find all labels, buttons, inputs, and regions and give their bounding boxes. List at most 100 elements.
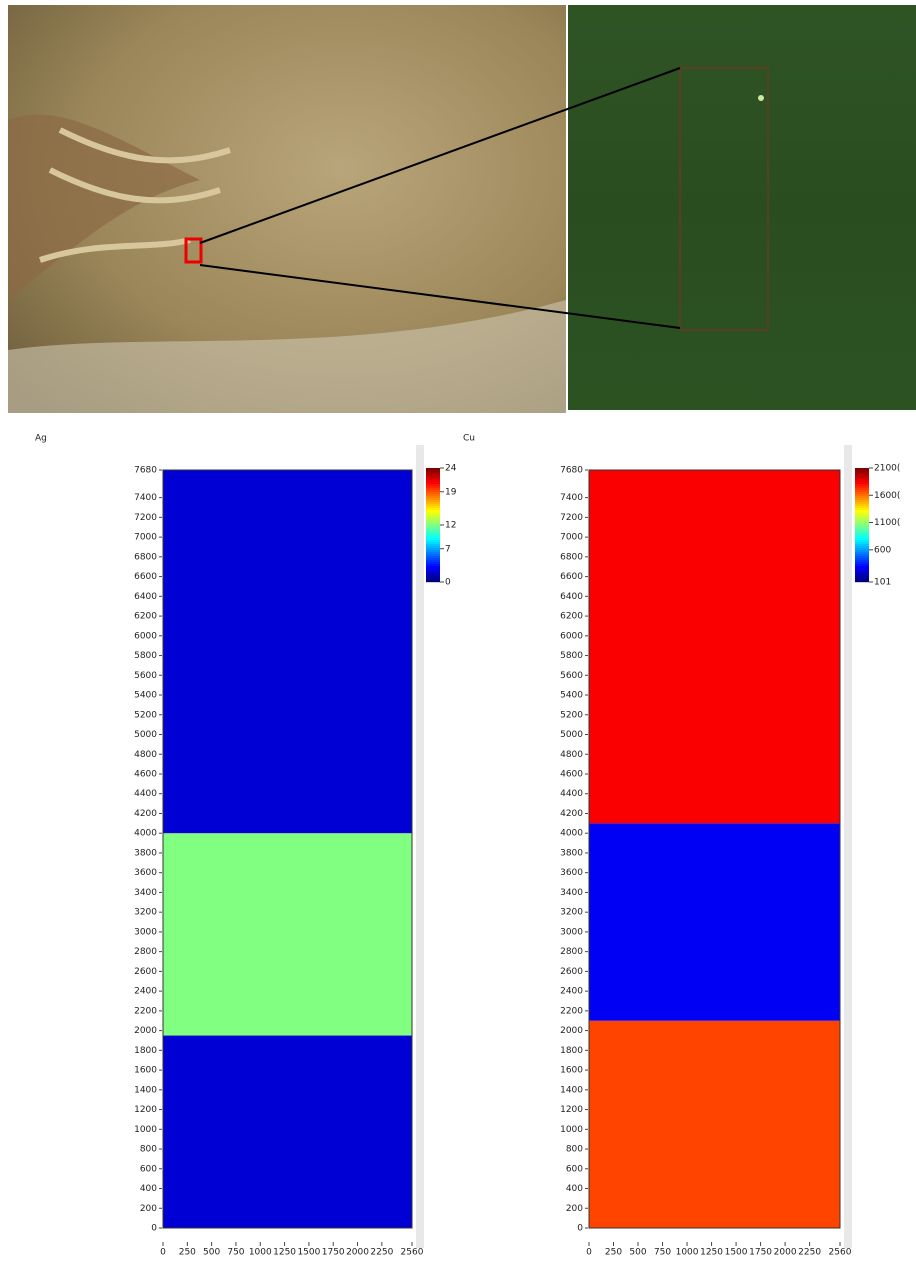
y-tick-label: 5800 — [134, 651, 157, 661]
y-tick-label: 2600 — [560, 967, 583, 977]
colorbar-step — [855, 522, 869, 525]
y-tick-label: 2600 — [134, 967, 157, 977]
colorbar-step — [855, 508, 869, 511]
y-tick-label: 800 — [566, 1145, 583, 1155]
x-tick-label: 250 — [179, 1248, 196, 1258]
colorbar-step — [855, 512, 869, 515]
colorbar-step — [426, 544, 440, 547]
y-tick-label: 1000 — [134, 1125, 157, 1135]
colorbar-label: 24 — [445, 464, 457, 474]
y-tick-label: 400 — [566, 1184, 583, 1194]
colorbar-step — [426, 486, 440, 489]
colorbar-step — [855, 470, 869, 473]
y-tick-label: 400 — [140, 1184, 157, 1194]
colorbar-step — [426, 488, 440, 491]
colorbar-step — [426, 534, 440, 537]
colorbar-step — [855, 476, 869, 479]
x-tick-label: 2560 — [829, 1248, 852, 1258]
colorbar-step — [426, 536, 440, 539]
y-tick-label: 800 — [140, 1145, 157, 1155]
x-tick-label: 750 — [227, 1248, 244, 1258]
zoom-line — [199, 67, 681, 244]
colorbar-step — [855, 546, 869, 549]
colorbar-step — [855, 552, 869, 555]
colorbar-step — [855, 518, 869, 521]
colorbar-step — [426, 470, 440, 473]
colorbar-step — [426, 558, 440, 561]
y-tick-label: 4000 — [560, 829, 583, 839]
colorbar-step — [426, 472, 440, 475]
colorbar-step — [855, 568, 869, 571]
colorbar-step — [426, 580, 440, 583]
colorbar-label: 1600( — [874, 491, 900, 501]
colorbar-step — [426, 546, 440, 549]
colorbar-step — [855, 566, 869, 569]
colorbar-step — [855, 520, 869, 523]
colorbar-step — [855, 564, 869, 567]
colorbar-step — [426, 560, 440, 563]
x-tick-label: 1000 — [249, 1248, 272, 1258]
heat-band — [163, 470, 412, 834]
x-tick-label: 750 — [654, 1248, 671, 1258]
colorbar-label: 7 — [445, 544, 451, 554]
colorbar-step — [855, 572, 869, 575]
y-tick-label: 5200 — [560, 710, 583, 720]
heat-band — [163, 1035, 412, 1228]
colorbar-step — [426, 574, 440, 577]
y-tick-label: 7400 — [560, 493, 583, 503]
colorbar-step — [855, 542, 869, 545]
x-tick-label: 1750 — [322, 1248, 345, 1258]
colorbar-step — [855, 492, 869, 495]
y-tick-label: 6800 — [560, 552, 583, 562]
colorbar-step — [855, 500, 869, 503]
colorbar-step — [426, 532, 440, 535]
y-tick-label: 1400 — [134, 1085, 157, 1095]
colorbar-step — [426, 490, 440, 493]
colorbar-step — [855, 528, 869, 531]
y-tick-label: 6200 — [134, 612, 157, 622]
y-tick-label: 5000 — [560, 730, 583, 740]
colorbar-step — [426, 554, 440, 557]
y-tick-label: 6000 — [560, 631, 583, 641]
y-tick-label: 1000 — [560, 1125, 583, 1135]
y-tick-label: 5600 — [560, 671, 583, 681]
colorbar-step — [855, 578, 869, 581]
colorbar-step — [426, 572, 440, 575]
x-tick-label: 0 — [586, 1248, 592, 1258]
y-tick-label: 6600 — [134, 572, 157, 582]
y-tick-label: 1400 — [560, 1085, 583, 1095]
y-tick-label: 3400 — [134, 888, 157, 898]
x-tick-label: 1750 — [749, 1248, 772, 1258]
y-tick-label: 0 — [151, 1224, 157, 1234]
colorbar-step — [855, 524, 869, 527]
colorbar-step — [855, 576, 869, 579]
y-tick-label: 3000 — [560, 927, 583, 937]
y-tick-label: 4400 — [134, 789, 157, 799]
colorbar-step — [426, 524, 440, 527]
colorbar-step — [426, 478, 440, 481]
y-tick-label: 2000 — [134, 1026, 157, 1036]
colorbar-step — [426, 540, 440, 543]
colorbar-label: 0 — [445, 578, 451, 588]
y-tick-label: 4400 — [560, 789, 583, 799]
colorbar-step — [855, 472, 869, 475]
colorbar-step — [426, 514, 440, 517]
colorbar-step — [426, 548, 440, 551]
y-tick-label: 2400 — [560, 987, 583, 997]
heat-band — [163, 833, 412, 1036]
colorbar-step — [426, 570, 440, 573]
colorbar-step — [426, 522, 440, 525]
map-title: Cu — [463, 434, 475, 444]
scroll-edge — [416, 445, 424, 1248]
x-tick-label: 500 — [629, 1248, 646, 1258]
colorbar-step — [426, 502, 440, 505]
y-tick-label: 0 — [577, 1224, 583, 1234]
y-tick-label: 2200 — [134, 1006, 157, 1016]
colorbar-step — [855, 498, 869, 501]
colorbar-step — [855, 504, 869, 507]
colorbar-step — [426, 504, 440, 507]
y-tick-label: 1200 — [560, 1105, 583, 1115]
colorbar-step — [855, 484, 869, 487]
plot-frame — [162, 469, 413, 1229]
